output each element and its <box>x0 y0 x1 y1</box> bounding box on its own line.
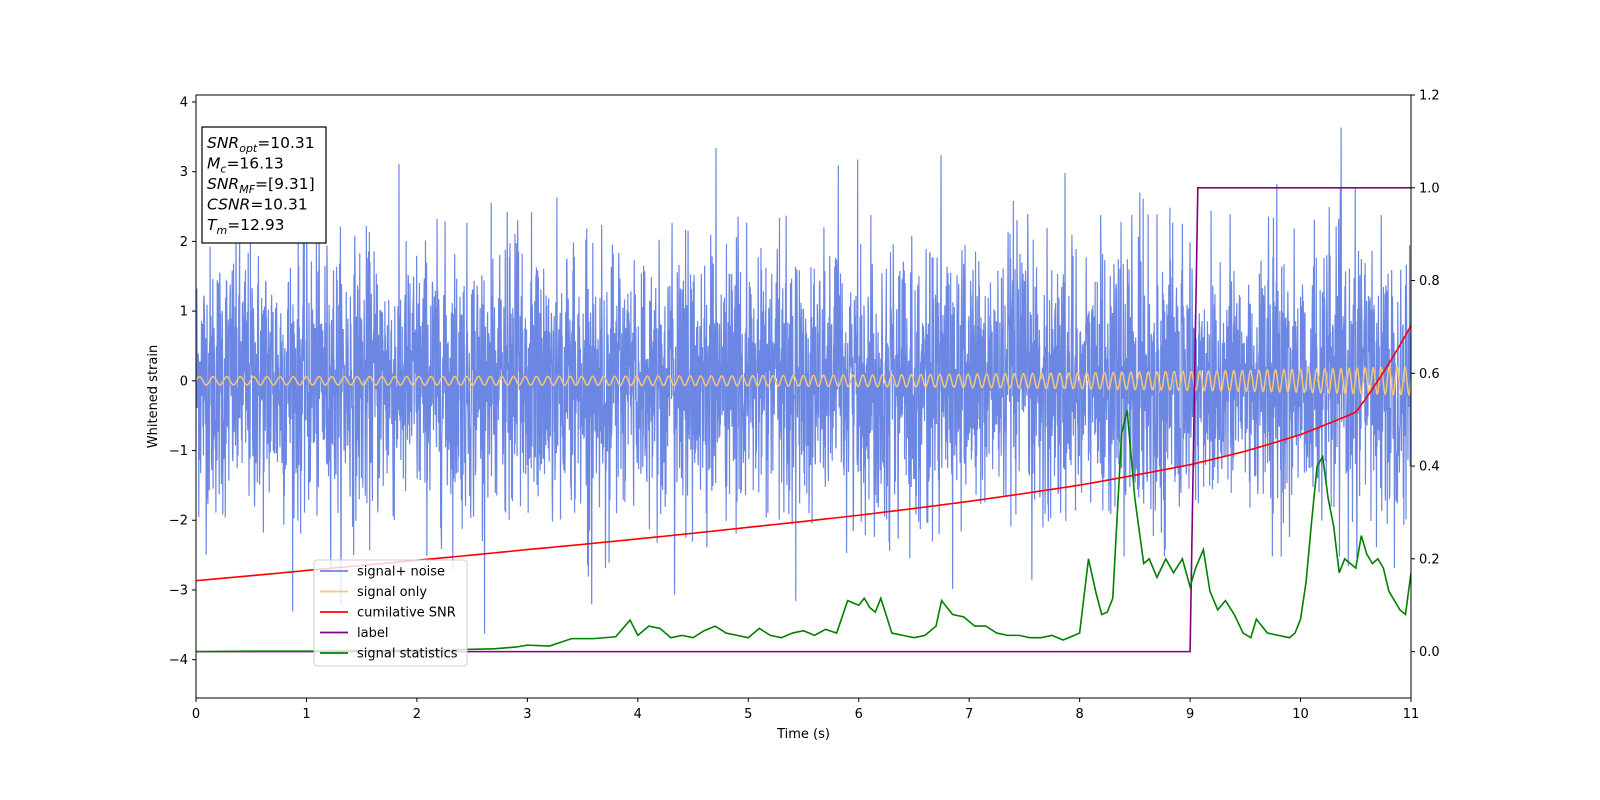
x-tick-label: 6 <box>855 707 863 722</box>
y-tick-label: −1 <box>169 444 188 459</box>
label-line <box>196 186 1411 653</box>
y-tick-label: 2 <box>180 235 188 250</box>
x-tick-label: 9 <box>1186 707 1194 722</box>
annotation-line: SNRopt=10.31 <box>207 134 315 155</box>
legend-entry: label <box>357 626 388 641</box>
x-axis-label: Time (s) <box>776 727 830 742</box>
signal-only-line <box>196 365 1411 397</box>
annotation-line: SNRMF=[9.31] <box>207 175 315 196</box>
y2-tick-label: 0.0 <box>1419 645 1440 660</box>
signal-statistics-line <box>196 410 1411 653</box>
x-tick-label: 4 <box>634 707 642 722</box>
annotation-box-frame <box>201 126 327 244</box>
x-tick-label: 7 <box>965 707 973 722</box>
axes: 0 1 2 3 4 5 6 7 8 9 10 11 −4 −3 −2 −1 0 1 2 3 4 0.0 0.2 0.4 0.6 0… <box>169 89 1440 723</box>
x-tick-label: 11 <box>1403 707 1420 722</box>
annotation-line: Tm=12.93 <box>207 216 285 237</box>
y2-tick-label: 1.0 <box>1419 181 1440 196</box>
y-axis-label: Whitened strain <box>146 345 161 448</box>
y-tick-label: −3 <box>169 583 188 598</box>
y2-tick-label: 0.2 <box>1419 552 1440 567</box>
y-tick-label: 0 <box>180 374 188 389</box>
plot-frame <box>195 94 1412 699</box>
y-tick-label: 3 <box>180 165 188 180</box>
right-axis-series <box>196 186 1411 653</box>
x-tick-label: 2 <box>413 707 421 722</box>
y-tick-label: −4 <box>169 653 188 668</box>
cumulative-snr-line <box>196 325 1411 582</box>
legend-entry: signal statistics <box>357 647 458 662</box>
annotation-line: Mc=16.13 <box>207 155 284 176</box>
signal-only-series <box>196 365 1411 397</box>
y2-tick-label: 0.4 <box>1419 460 1440 475</box>
legend: signal+ noise signal only cumilative SNR la… <box>313 559 468 667</box>
x-tick-label: 3 <box>523 707 531 722</box>
legend-entry: signal+ noise <box>357 565 445 580</box>
legend-frame <box>313 559 468 667</box>
x-tick-label: 1 <box>302 707 310 722</box>
y2-tick-label: 0.6 <box>1419 367 1440 382</box>
legend-entry: signal only <box>357 585 427 600</box>
y-tick-label: 1 <box>180 305 188 320</box>
annotation-line: CSNR=10.31 <box>207 196 308 214</box>
annotation-box: SNRopt=10.31Mc=16.13SNRMF=[9.31]CSNR=10.… <box>201 126 327 244</box>
y-tick-label: 4 <box>180 95 188 110</box>
y-tick-label: −2 <box>169 514 188 529</box>
x-tick-label: 10 <box>1292 707 1309 722</box>
x-tick-label: 0 <box>192 707 200 722</box>
x-tick-label: 8 <box>1075 707 1083 722</box>
x-tick-label: 5 <box>744 707 752 722</box>
legend-entry: cumilative SNR <box>357 606 456 621</box>
y2-tick-label: 0.8 <box>1419 274 1440 289</box>
y2-tick-label: 1.2 <box>1419 89 1440 104</box>
